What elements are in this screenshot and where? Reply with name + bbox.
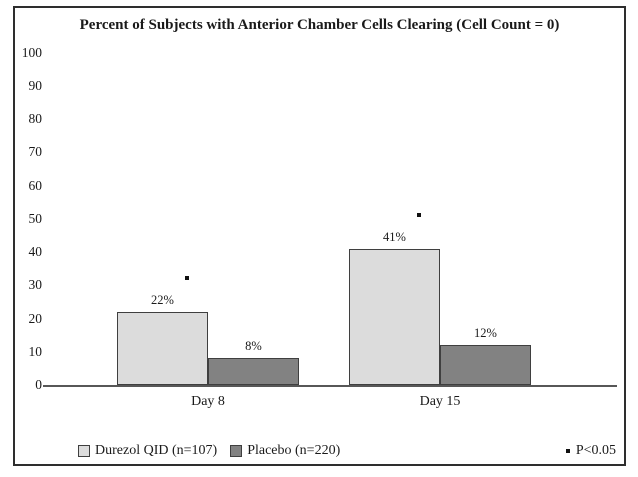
y-axis-tick-label: 30 — [28, 277, 43, 293]
chart-frame: Percent of Subjects with Anterior Chambe… — [13, 6, 626, 466]
y-axis-tick-label: 80 — [28, 111, 43, 126]
bar-durezol-qid-n-107-day-8 — [117, 311, 208, 385]
x-axis-line — [43, 385, 617, 387]
legend-label-placebo: Placebo (n=220) — [247, 442, 341, 458]
y-axis-tick-label: 60 — [28, 177, 43, 193]
y-axis-tick-label: 0 — [35, 377, 42, 392]
bar-value-label: 12% — [474, 326, 497, 341]
bar-value-label: 41% — [383, 229, 406, 244]
y-axis-tick-label: 50 — [28, 210, 43, 226]
legend-swatch-placebo — [230, 444, 243, 457]
x-axis-category-label: Day 15 — [419, 394, 461, 409]
bar-value-label: 22% — [151, 292, 174, 307]
significance-asterisk-icon — [185, 275, 189, 280]
legend: Durezol QID (n=107) Placebo (n=220) — [78, 442, 340, 459]
significance-footnote-text: P<0.05 — [575, 442, 616, 458]
x-axis-category-label: Day 8 — [191, 394, 225, 409]
y-axis-tick-label: 40 — [28, 244, 43, 259]
significance-asterisk-icon — [565, 448, 570, 453]
legend-swatch-durezol — [78, 444, 90, 457]
legend-label-durezol: Durezol QID (n=107) — [95, 442, 218, 458]
significance-footnote: P<0.05 — [565, 442, 616, 459]
significance-asterisk-icon — [417, 212, 421, 217]
y-axis-tick-label: 20 — [28, 310, 43, 326]
y-axis-tick-label: 100 — [21, 44, 42, 60]
y-axis-tick-label: 90 — [28, 77, 43, 93]
legend-item-placebo: Placebo (n=220) — [230, 443, 340, 459]
bar-placebo-n-220-day-8 — [208, 358, 299, 385]
y-axis-tick-label: 70 — [28, 144, 43, 160]
legend-item-durezol: Durezol QID (n=107) — [78, 443, 217, 459]
chart-title: Percent of Subjects with Anterior Chambe… — [79, 17, 560, 33]
bar-value-label: 8% — [245, 339, 262, 354]
y-axis-tick-label: 10 — [28, 343, 43, 359]
bar-durezol-qid-n-107-day-15 — [349, 248, 440, 385]
bar-placebo-n-220-day-15 — [440, 345, 531, 385]
